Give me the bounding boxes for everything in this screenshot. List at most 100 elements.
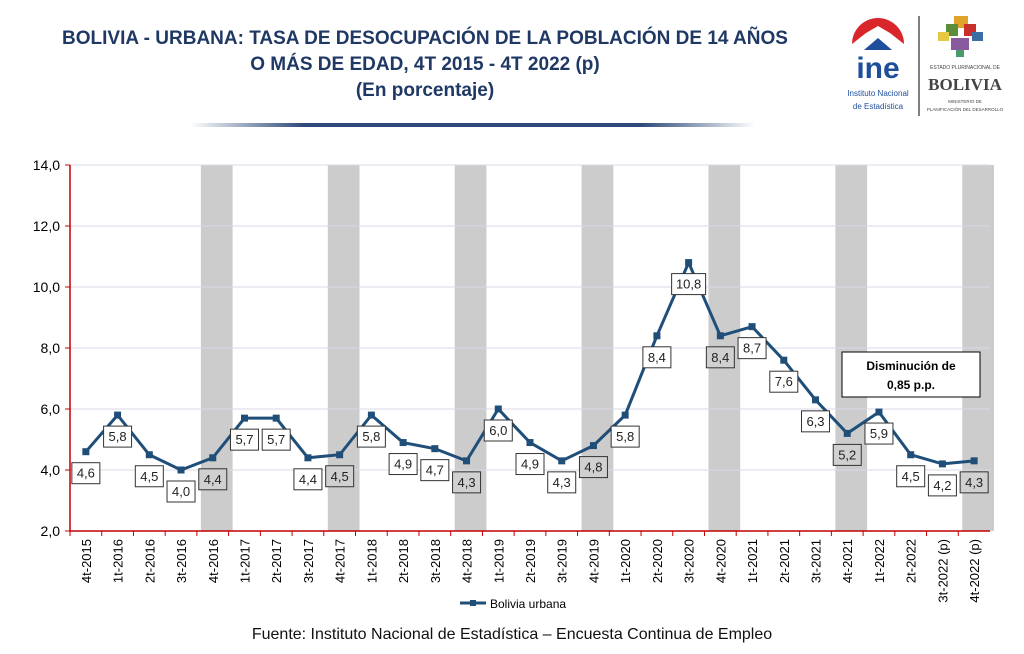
x-tick-label: 1t-2020 (618, 539, 633, 583)
y-tick-label: 10,0 (33, 279, 60, 295)
data-label: 4,5 (140, 469, 158, 484)
x-tick-label: 4t-2018 (460, 539, 475, 583)
data-label-box (832, 443, 862, 466)
chart-title: BOLIVIA - URBANA: TASA DE DESOCUPACIÓN D… (30, 26, 820, 104)
data-label-box (483, 419, 513, 442)
title-line-3: (En porcentaje) (355, 80, 495, 101)
data-label: 5,9 (870, 426, 888, 441)
data-point (399, 439, 407, 447)
data-label-box (356, 425, 386, 448)
data-point (82, 448, 90, 456)
y-tick-label: 2,0 (41, 523, 61, 539)
bolivia-top-text: ESTADO PLURINACIONAL DE (930, 65, 1001, 71)
data-label-box (452, 471, 482, 494)
ine-subtitle-2: de Estadística (853, 102, 904, 111)
data-label-box (198, 468, 228, 491)
data-label-box (166, 480, 196, 503)
data-label-box (134, 465, 164, 488)
data-point (589, 442, 597, 450)
bolivia-wordmark: BOLIVIA (928, 75, 1002, 94)
data-label: 4,6 (77, 466, 95, 481)
y-tick-label: 6,0 (41, 401, 61, 417)
data-label: 5,2 (838, 447, 856, 462)
data-label-box (261, 428, 291, 451)
y-tick-label: 8,0 (41, 340, 61, 356)
data-label-box (671, 273, 707, 296)
data-label: 4,3 (965, 475, 983, 490)
data-label-box (293, 468, 323, 491)
data-label: 5,8 (362, 429, 380, 444)
data-label-box (864, 422, 894, 445)
x-tick-label: 2t-2016 (142, 539, 157, 583)
data-label-box (801, 410, 831, 433)
data-label-box (642, 346, 672, 369)
x-tick-label: 1t-2021 (745, 539, 760, 583)
ine-subtitle-1: Instituto Nacional (847, 89, 909, 98)
data-point (653, 332, 661, 340)
y-tick-label: 12,0 (33, 218, 60, 234)
data-label: 4,4 (299, 472, 317, 487)
x-tick-label: 3t-2018 (428, 539, 443, 583)
annotation-line-1: Disminución de (866, 359, 956, 373)
logos: ine Instituto Nacional de Estadística ES… (840, 12, 1015, 122)
data-point (748, 323, 756, 331)
data-label: 5,8 (109, 429, 127, 444)
data-point (209, 454, 217, 462)
data-point (970, 457, 978, 465)
x-tick-label: 3t-2019 (555, 539, 570, 583)
data-label-box (896, 465, 926, 488)
x-tick-label: 2t-2017 (269, 539, 284, 583)
data-label-box (325, 465, 355, 488)
annotation-box (841, 351, 981, 398)
data-label-box (71, 462, 101, 485)
data-label: 4,0 (172, 484, 190, 499)
x-tick-label: 3t-2021 (809, 539, 824, 583)
y-tick-label: 14,0 (33, 157, 60, 173)
data-label: 8,7 (743, 341, 761, 356)
data-label-box (420, 459, 450, 482)
data-label: 4,5 (902, 469, 920, 484)
data-point (114, 411, 122, 419)
data-point (526, 439, 534, 447)
data-label-box (610, 425, 640, 448)
data-label: 4,8 (584, 460, 602, 475)
data-point (336, 451, 344, 459)
x-tick-label: 3t-2017 (301, 539, 316, 583)
data-label: 4,5 (331, 469, 349, 484)
data-point (367, 411, 375, 419)
data-label: 4,7 (426, 463, 444, 478)
x-tick-label: 4t-2019 (586, 539, 601, 583)
data-point (685, 259, 693, 267)
x-tick-label: 3t-2022 (p) (935, 539, 950, 603)
data-point (621, 411, 629, 419)
data-point (780, 356, 788, 364)
data-label: 5,8 (616, 429, 634, 444)
ine-logo: ine Instituto Nacional de Estadística ES… (847, 16, 1004, 116)
bolivia-emblem-icon (938, 16, 983, 57)
data-label: 4,9 (394, 457, 412, 472)
data-label: 10,8 (676, 277, 701, 292)
x-tick-label: 4t-2020 (713, 539, 728, 583)
x-tick-label: 1t-2018 (364, 539, 379, 583)
annotation-line-2: 0,85 p.p. (887, 378, 935, 392)
data-label-box (927, 474, 957, 497)
data-point (812, 396, 820, 404)
legend-label: Bolivia urbana (490, 597, 566, 611)
x-tick-label: 1t-2022 (872, 539, 887, 583)
x-tick-label: 4t-2022 (p) (967, 539, 982, 603)
ministerio-line-1: MINISTERIO DE (948, 99, 982, 104)
data-label: 6,3 (806, 414, 824, 429)
data-point (875, 408, 883, 416)
data-point (463, 457, 471, 465)
data-label: 8,4 (648, 350, 666, 365)
x-tick-label: 2t-2021 (777, 539, 792, 583)
data-label-box (547, 471, 577, 494)
data-label: 4,3 (458, 475, 476, 490)
data-label: 4,3 (553, 475, 571, 490)
ministerio-line-2: PLANIFICACIÓN DEL DESARROLLO (927, 106, 1004, 112)
source-note: Fuente: Instituto Nacional de Estadístic… (251, 626, 773, 643)
x-tick-label: 4t-2017 (333, 539, 348, 583)
data-label: 4,4 (204, 472, 222, 487)
data-label: 5,7 (267, 432, 285, 447)
data-label-box (769, 370, 799, 393)
